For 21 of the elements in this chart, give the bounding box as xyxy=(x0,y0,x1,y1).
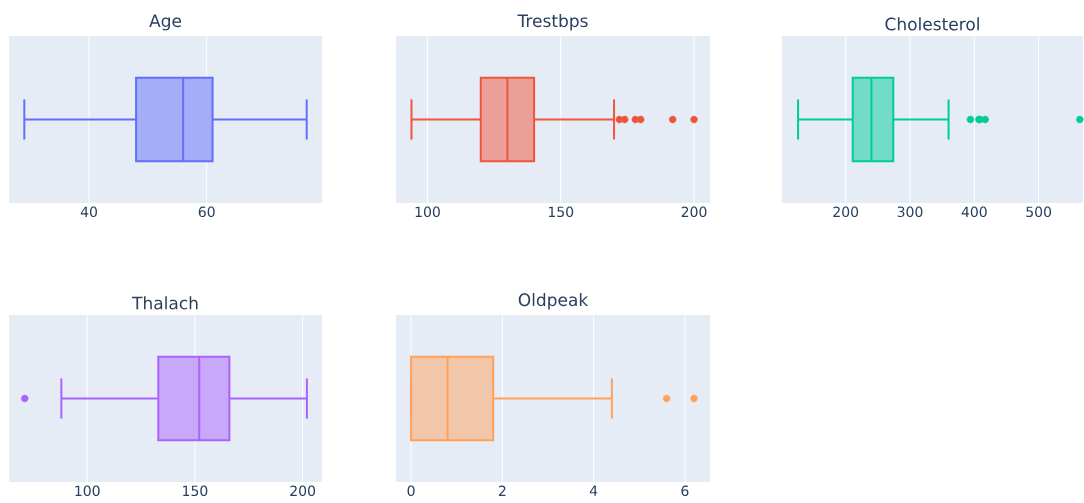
x-tick-label: 100 xyxy=(415,206,440,218)
x-tick-label: 500 xyxy=(1026,206,1052,218)
x-tick-label: 100 xyxy=(75,485,100,497)
chart-title: Oldpeak xyxy=(518,292,589,310)
chart-title: Age xyxy=(149,14,182,31)
x-tick-label: 40 xyxy=(80,206,98,218)
x-tick-label: 400 xyxy=(961,206,987,218)
chart-title: Thalach xyxy=(132,296,198,310)
x-tick-label: 150 xyxy=(183,485,208,497)
x-tick-label: 2 xyxy=(498,485,506,496)
x-tick-label: 300 xyxy=(897,206,923,218)
x-tick-label: 0 xyxy=(407,485,415,497)
x-tick-label: 60 xyxy=(198,206,215,218)
x-tick-label: 200 xyxy=(833,206,859,218)
x-tick-label: 150 xyxy=(548,206,574,218)
chart-title: Trestbps xyxy=(517,13,588,31)
x-tick-label: 6 xyxy=(681,485,689,497)
x-tick-label: 200 xyxy=(681,206,707,218)
x-tick-label: 4 xyxy=(589,485,598,496)
chart-title: Cholesterol xyxy=(885,17,979,31)
x-tick-label: 200 xyxy=(290,485,316,497)
